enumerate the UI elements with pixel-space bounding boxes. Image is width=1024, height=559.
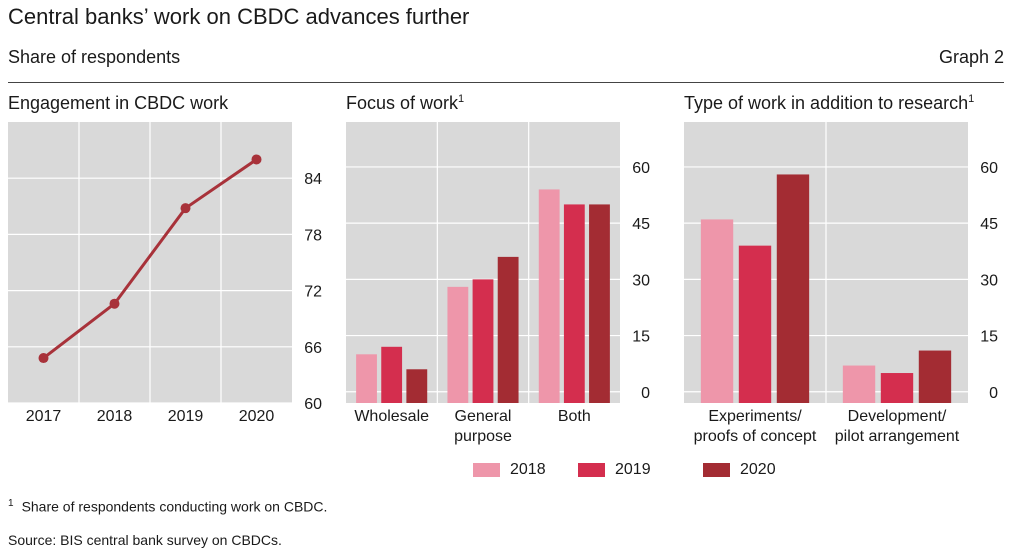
x-tick-label: 2019 — [168, 408, 204, 425]
series-line — [42, 158, 258, 360]
x-category-label: General — [455, 408, 512, 425]
x-category-label: purpose — [454, 428, 512, 445]
y-tick-label: 72 — [304, 284, 322, 301]
y-tick-label: 30 — [980, 272, 998, 289]
data-point — [251, 154, 262, 165]
panel2-title-footnote-marker: 1 — [458, 93, 465, 105]
bar-2019 — [738, 245, 772, 403]
x-category-label: proofs of concept — [694, 428, 817, 445]
chart-subtitle: Share of respondents — [8, 47, 181, 67]
legend-swatch-2019 — [578, 463, 605, 477]
x-tick-label: 2018 — [97, 408, 133, 425]
legend-label-2020: 2020 — [740, 461, 776, 478]
legend-swatch-2020 — [703, 463, 730, 477]
bar-2020 — [497, 256, 519, 403]
bar-2019 — [563, 204, 585, 403]
panel-3: 0 15 30 45 60 Experiments/proofs of concept De… — [684, 122, 998, 445]
x-category-label: Development/ — [848, 408, 947, 425]
legend-item-2018: 2018 — [473, 461, 546, 479]
y-tick-label: 15 — [980, 329, 998, 346]
bar-2020 — [589, 204, 610, 403]
bar-2018 — [700, 219, 734, 403]
panel-1: 60 66 72 78 84 2017 2018 2019 2020 — [8, 122, 322, 425]
data-point — [109, 298, 120, 309]
legend-label-2019: 2019 — [615, 461, 651, 478]
y-tick-label: 78 — [304, 227, 322, 244]
bar-2020 — [406, 369, 428, 403]
x-tick-label: 2017 — [26, 408, 62, 425]
y-tick-label: 60 — [304, 396, 322, 413]
panel3-title-footnote-marker: 1 — [968, 93, 975, 105]
header-rule — [8, 82, 1004, 83]
footnote-text: Share of respondents conducting work on … — [21, 498, 328, 515]
x-tick-label: 2020 — [239, 408, 275, 425]
legend-swatch-2018 — [473, 463, 500, 477]
panel-2: 0 15 30 45 60 Wholesale General purpose Both — [346, 122, 650, 445]
y-tick-label: 45 — [632, 216, 650, 233]
y-tick-label: 0 — [641, 385, 650, 402]
bar-2019 — [381, 346, 403, 403]
y-tick-label: 60 — [980, 160, 998, 177]
bar-2020 — [918, 350, 952, 403]
bar-2018 — [538, 189, 560, 403]
source-note: Source: BIS central bank survey on CBDCs… — [8, 532, 282, 548]
panel2-title: Focus of work1 — [346, 93, 465, 113]
y-tick-label: 45 — [980, 216, 998, 233]
x-category-label: Both — [558, 408, 591, 425]
legend-item-2020: 2020 — [703, 461, 776, 479]
bar-2018 — [842, 365, 876, 403]
data-point — [180, 203, 191, 214]
graph-label: Graph 2 — [938, 47, 1004, 67]
y-tick-label: 30 — [632, 272, 650, 289]
footnote-marker: 1 — [8, 498, 14, 509]
bar-2020 — [776, 174, 810, 403]
panel1-title: Engagement in CBDC work — [8, 93, 229, 113]
x-category-label: pilot arrangement — [835, 428, 960, 445]
chart-title: Central banks’ work on CBDC advances fur… — [8, 4, 470, 29]
bar-2019 — [880, 373, 914, 403]
bar-2019 — [472, 279, 494, 403]
y-tick-label: 66 — [304, 340, 322, 357]
legend-label-2018: 2018 — [510, 461, 546, 478]
y-tick-label: 60 — [632, 160, 650, 177]
x-category-label: Wholesale — [354, 408, 429, 425]
y-tick-label: 0 — [989, 385, 998, 402]
bar-2018 — [356, 354, 377, 403]
x-category-label: Experiments/ — [708, 408, 802, 425]
footnote-1: 1 Share of respondents conducting work on… — [8, 498, 327, 515]
data-point — [38, 353, 49, 364]
bar-2018 — [447, 286, 469, 403]
y-tick-label: 84 — [304, 171, 322, 188]
y-tick-label: 15 — [632, 329, 650, 346]
panel3-title: Type of work in addition to research1 — [684, 93, 975, 113]
legend-item-2019: 2019 — [578, 461, 651, 479]
